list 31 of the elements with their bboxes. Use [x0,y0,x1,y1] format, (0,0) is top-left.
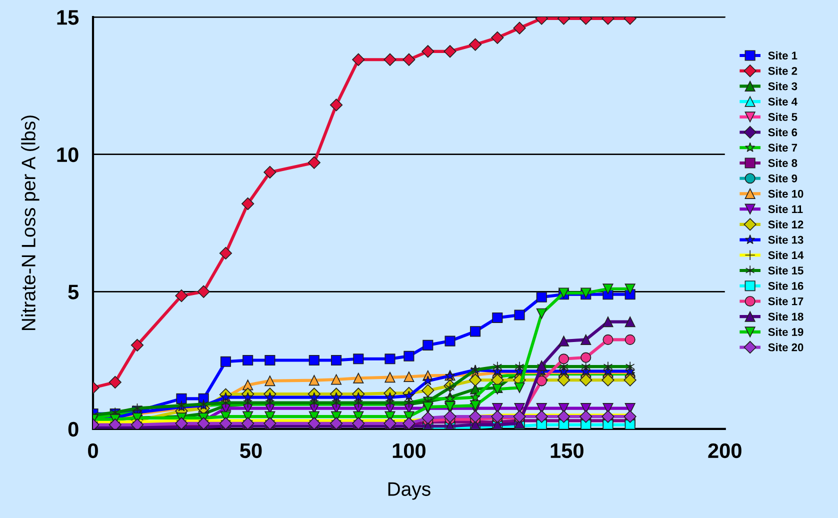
legend-label: Site 1 [768,51,798,60]
legend-label: Site 2 [768,66,798,75]
y-tick-label: 10 [57,147,78,162]
x-tick-label: 200 [708,443,742,458]
legend-label: Site 6 [768,128,798,136]
y-tick-label: 15 [57,10,79,25]
legend-label: Site 10 [768,190,804,198]
legend-label: Site 15 [768,266,804,274]
x-axis-title: Days [388,482,430,500]
legend-label: Site 8 [768,158,798,167]
y-tick-label: 0 [68,422,78,437]
legend-label: Site 19 [768,328,804,336]
legend-label: Site 5 [768,112,798,121]
legend-label: Site 7 [768,143,798,152]
legend-label: Site 14 [768,250,804,260]
legend-label: Site 16 [768,282,804,290]
y-axis-title: Nitrate-N Loss per A (lbs) [21,116,40,330]
legend-label: Site 12 [768,220,804,228]
x-tick-label: 100 [392,443,426,458]
legend-label: Site 20 [768,343,804,352]
legend-label: Site 11 [768,204,803,214]
legend-label: Site 3 [768,82,798,90]
legend-label: Site 4 [768,97,798,106]
legend-label: Site 13 [768,236,804,244]
x-tick-label: 50 [240,443,262,458]
legend-label: Site 17 [768,297,804,306]
x-tick-label: 0 [88,443,98,458]
legend-label: Site 18 [768,312,804,321]
x-tick-label: 150 [550,443,584,458]
y-tick-label: 5 [68,284,79,300]
legend-label: Site 9 [768,174,798,182]
